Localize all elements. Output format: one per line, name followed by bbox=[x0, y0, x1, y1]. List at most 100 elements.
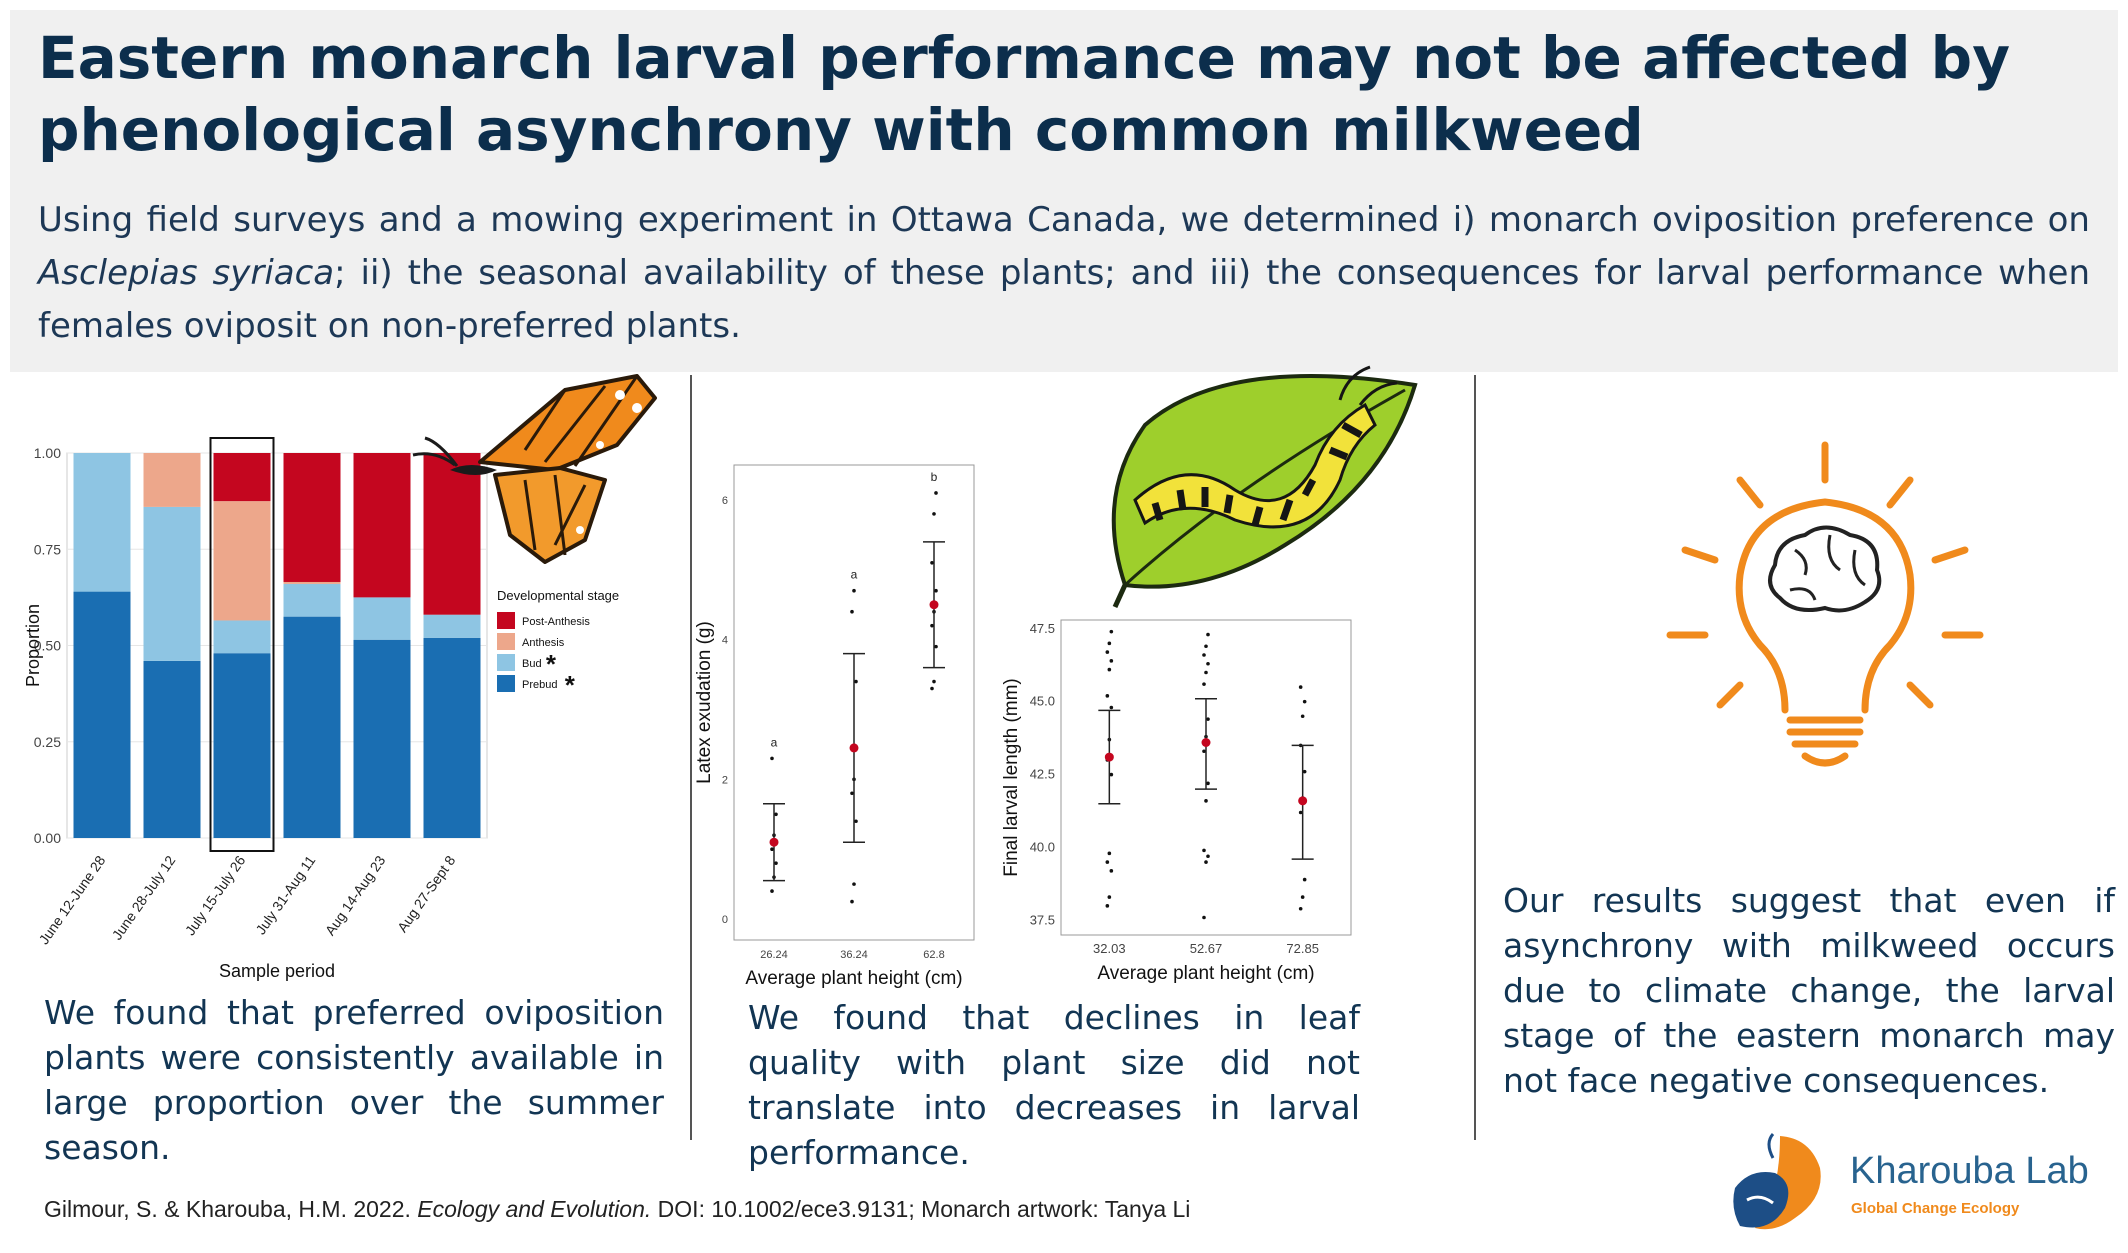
mean-point bbox=[769, 837, 779, 847]
data-point bbox=[1105, 694, 1110, 698]
finding-conclusion: Our results suggest that even if asynchr… bbox=[1503, 881, 2115, 1100]
data-point bbox=[932, 512, 936, 516]
significance-star: * bbox=[565, 670, 576, 700]
x-tick-label: 36.24 bbox=[840, 949, 868, 961]
x-tick-label: 62.8 bbox=[923, 949, 944, 961]
data-point bbox=[770, 847, 774, 851]
finding-oviposition: We found that preferred oviposition plan… bbox=[44, 993, 664, 1167]
y-tick-label: 42.5 bbox=[1030, 767, 1055, 782]
kharouba-lab-logo-icon bbox=[1733, 1133, 1821, 1230]
significance-star: * bbox=[546, 649, 557, 679]
significance-letter: a bbox=[771, 735, 778, 749]
bar-segment-anthesis bbox=[143, 453, 201, 507]
legend-label: Prebud bbox=[522, 679, 557, 691]
y-tick-label: 47.5 bbox=[1030, 621, 1055, 636]
x-tick-label: Aug 14-Aug 23 bbox=[322, 852, 389, 938]
y-tick-label: 45.0 bbox=[1030, 694, 1055, 709]
species-name: Asclepias syriaca bbox=[38, 253, 335, 293]
data-point bbox=[850, 899, 854, 904]
data-point bbox=[1107, 641, 1112, 646]
data-point bbox=[1204, 860, 1208, 864]
data-point bbox=[1204, 644, 1208, 649]
legend-label: Post-Anthesis bbox=[522, 616, 590, 628]
data-point bbox=[1109, 629, 1114, 634]
citation: Gilmour, S. & Kharouba, H.M. 2022. Ecolo… bbox=[44, 1196, 1190, 1223]
mean-point bbox=[929, 600, 939, 610]
x-axis-label: Sample period bbox=[219, 961, 335, 981]
data-point bbox=[1202, 682, 1206, 686]
data-point bbox=[930, 560, 934, 565]
bar-segment-prebud bbox=[353, 639, 411, 838]
bar-segment-anthesis bbox=[213, 501, 271, 621]
x-tick-label: 52.67 bbox=[1190, 941, 1223, 956]
data-point bbox=[930, 686, 934, 691]
data-point bbox=[1298, 906, 1303, 911]
data-point bbox=[774, 861, 778, 865]
highlight-box bbox=[209, 437, 275, 852]
header-banner bbox=[10, 10, 2118, 372]
legend-swatch bbox=[497, 654, 515, 671]
y-axis-label: Latex exudation (g) bbox=[694, 621, 715, 784]
y-tick-label: 6 bbox=[722, 495, 728, 507]
y-tick-label: 0 bbox=[722, 914, 728, 926]
mean-point bbox=[1104, 752, 1114, 762]
data-point bbox=[1202, 653, 1206, 657]
x-tick-label: 32.03 bbox=[1093, 941, 1126, 956]
data-point bbox=[1109, 659, 1114, 663]
legend-title: Developmental stage bbox=[497, 588, 619, 603]
x-tick-label: June 28-July 12 bbox=[109, 852, 179, 942]
y-tick-label: 0.75 bbox=[34, 541, 61, 557]
data-point bbox=[1204, 799, 1208, 803]
significance-letter: b bbox=[931, 470, 938, 484]
x-tick-label: July 15-July 26 bbox=[182, 852, 249, 938]
data-point bbox=[854, 819, 858, 824]
legend-swatch bbox=[497, 612, 515, 629]
intro-part-1: Using field surveys and a mowing experim… bbox=[38, 200, 2090, 240]
page-title: Eastern monarch larval performance may n… bbox=[38, 22, 2098, 166]
intro-part-2: ; ii) the seasonal availability of these… bbox=[38, 253, 2090, 346]
divider-right bbox=[1474, 375, 1476, 1140]
divider-left bbox=[690, 375, 692, 1140]
title-line-2: phenological asynchrony with common milk… bbox=[38, 96, 1644, 164]
data-point bbox=[1109, 869, 1114, 873]
data-point bbox=[770, 889, 774, 893]
y-tick-label: 0.00 bbox=[34, 830, 61, 846]
data-point bbox=[1206, 717, 1210, 721]
data-point bbox=[1202, 749, 1206, 754]
citation-journal: Ecology and Evolution. bbox=[417, 1196, 652, 1222]
title-line-1: Eastern monarch larval performance may n… bbox=[38, 24, 2010, 92]
bar-segment-prebud bbox=[423, 637, 481, 838]
data-point bbox=[1202, 848, 1206, 853]
y-tick-label: 0.50 bbox=[34, 638, 61, 654]
data-point bbox=[1202, 915, 1206, 920]
bar-segment-post-anthesis bbox=[283, 453, 341, 582]
significance-letter: a bbox=[851, 568, 858, 582]
y-tick-label: 2 bbox=[722, 774, 728, 786]
mean-point bbox=[1201, 738, 1211, 747]
data-point bbox=[1204, 670, 1208, 675]
bar-segment-bud bbox=[73, 453, 131, 592]
data-point bbox=[774, 812, 778, 817]
bar-segment-bud bbox=[423, 614, 481, 638]
bar-segment-prebud bbox=[73, 591, 131, 838]
lab-name: Kharouba Lab bbox=[1850, 1150, 2089, 1192]
data-point bbox=[852, 588, 856, 593]
monarch-butterfly-icon bbox=[412, 374, 657, 564]
data-point bbox=[852, 882, 856, 886]
lightbulb-brain-icon bbox=[1666, 441, 1984, 767]
bar-segment-bud bbox=[283, 583, 341, 617]
x-tick-label: 26.24 bbox=[760, 949, 788, 961]
data-point bbox=[850, 791, 854, 796]
data-point bbox=[1105, 650, 1110, 654]
citation-authors: Gilmour, S. & Kharouba, H.M. 2022. bbox=[44, 1196, 418, 1222]
y-tick-label: 4 bbox=[722, 635, 728, 647]
data-point bbox=[1107, 667, 1112, 672]
data-point bbox=[1298, 810, 1303, 815]
finding-leaf-quality: We found that declines in leaf quality w… bbox=[748, 998, 1360, 1172]
y-tick-label: 37.5 bbox=[1030, 912, 1055, 927]
data-point bbox=[1107, 895, 1112, 899]
data-point bbox=[1105, 904, 1110, 908]
legend-swatch bbox=[497, 675, 515, 692]
stage-proportion-chart: 0.00 0.25 0.50 0.75 1.00 June 12-June 28 June … bbox=[23, 437, 619, 981]
y-axis-label: Final larval length (mm) bbox=[1001, 678, 1022, 877]
